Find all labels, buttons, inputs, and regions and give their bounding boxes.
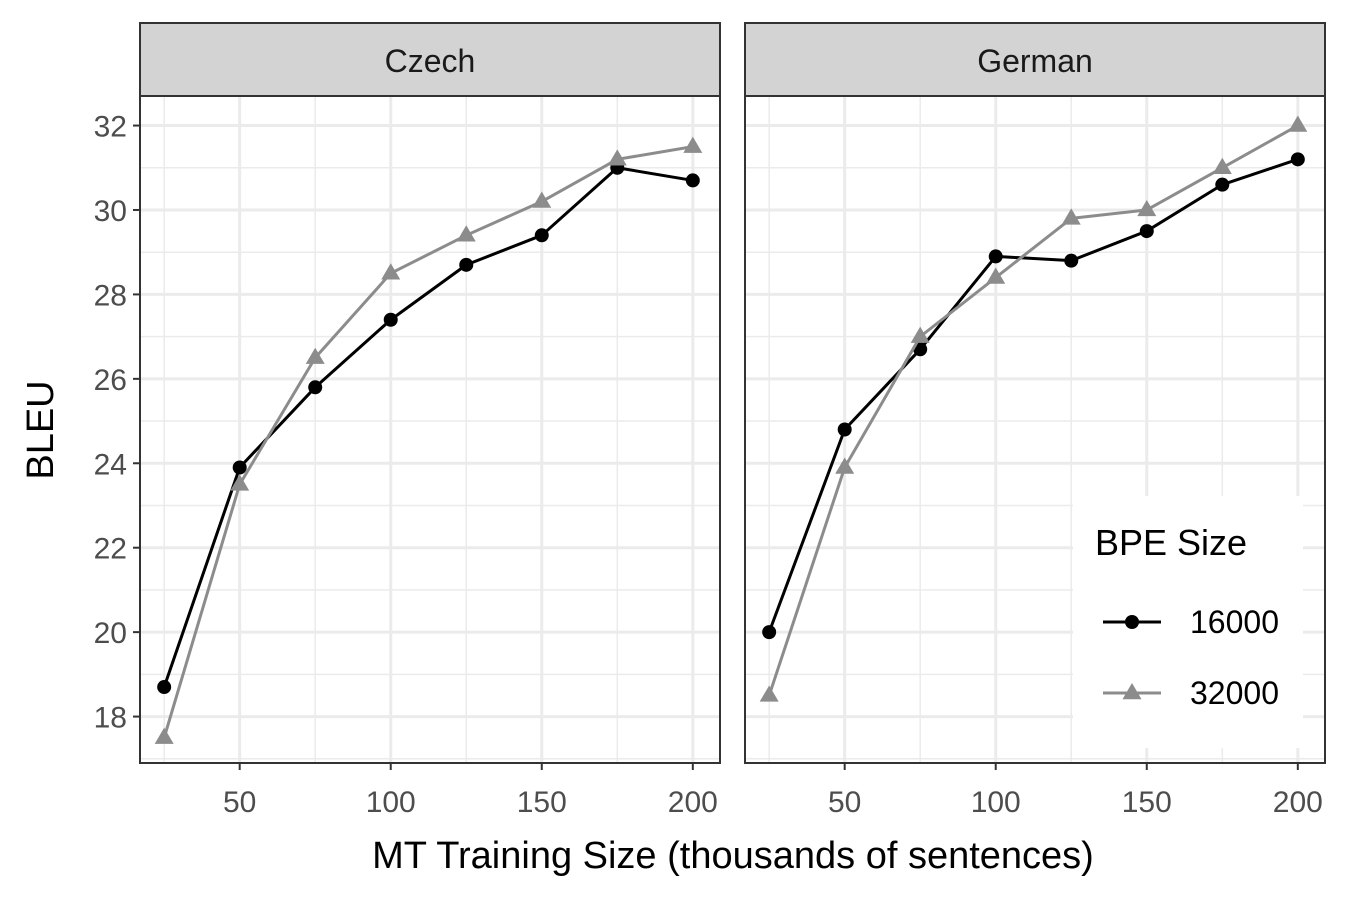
data-point-32000 — [1061, 208, 1081, 225]
x-tick-label: 150 — [1122, 786, 1172, 819]
x-tick-label: 100 — [366, 786, 416, 819]
data-point-32000 — [456, 225, 476, 242]
x-tick-label: 200 — [1273, 786, 1323, 819]
y-tick-label: 26 — [94, 364, 127, 397]
x-tick-label: 150 — [517, 786, 567, 819]
panel-border — [139, 95, 721, 764]
data-point-16000 — [459, 257, 474, 272]
data-point-16000 — [988, 249, 1003, 264]
legend: BPE Size 16000 32000 — [1073, 496, 1303, 748]
data-point-16000 — [308, 380, 323, 395]
facet-panel-czech: Czech 50 100 150 200 18 20 22 24 26 28 30 32 — [94, 22, 721, 819]
data-point-32000 — [381, 263, 401, 280]
data-point-16000 — [534, 228, 549, 243]
data-point-16000 — [685, 173, 700, 188]
legend-key-marker-16000 — [1125, 615, 1139, 629]
panel-border — [744, 95, 1326, 764]
data-point-32000 — [910, 326, 930, 343]
data-point-32000 — [759, 685, 779, 702]
data-point-32000 — [1137, 199, 1157, 217]
facet-strip — [744, 22, 1326, 97]
data-point-32000 — [532, 191, 552, 208]
data-point-16000 — [762, 625, 777, 640]
data-point-32000 — [607, 149, 627, 166]
data-point-32000 — [230, 474, 250, 491]
y-tick-label: 22 — [94, 533, 127, 566]
x-tick-label: 50 — [223, 786, 256, 819]
y-tick-label: 20 — [94, 617, 127, 650]
series-line-16000 — [162, 166, 694, 688]
series-line-32000 — [767, 124, 1299, 696]
y-tick-label: 30 — [94, 195, 127, 228]
y-tick-label: 32 — [94, 111, 127, 144]
y-axis-title: BLEU — [20, 380, 62, 479]
plot-background — [140, 96, 720, 763]
x-axis-title: MT Training Size (thousands of sentences… — [372, 835, 1094, 877]
data-point-16000 — [232, 460, 247, 475]
legend-items: 16000 32000 — [1103, 604, 1279, 711]
facet-strip-label: German — [977, 43, 1093, 79]
y-tick-label: 28 — [94, 279, 127, 312]
data-point-32000 — [154, 727, 174, 744]
data-point-32000 — [683, 136, 703, 153]
x-tick-label: 50 — [828, 786, 861, 819]
y-tick-label: 24 — [94, 448, 127, 481]
data-point-16000 — [837, 422, 852, 437]
legend-label-32000: 32000 — [1190, 675, 1279, 711]
data-point-16000 — [1139, 224, 1154, 239]
data-point-32000 — [305, 347, 325, 364]
data-point-16000 — [1215, 177, 1230, 192]
legend-key-marker-32000 — [1122, 683, 1142, 700]
data-point-32000 — [986, 267, 1006, 284]
facet-strip-label: Czech — [385, 43, 476, 79]
y-tick-label: 18 — [94, 702, 127, 735]
data-point-16000 — [1064, 253, 1079, 268]
x-tick-label: 200 — [668, 786, 718, 819]
data-point-32000 — [835, 457, 855, 474]
legend-title: BPE Size — [1095, 522, 1247, 563]
data-point-32000 — [1288, 115, 1308, 132]
data-point-16000 — [913, 342, 928, 357]
facet-strip — [139, 22, 721, 97]
data-point-16000 — [157, 680, 172, 695]
series-line-16000 — [767, 157, 1299, 633]
x-tick-label: 100 — [971, 786, 1021, 819]
series-line-32000 — [162, 145, 694, 739]
data-point-32000 — [1212, 157, 1232, 174]
legend-label-16000: 16000 — [1190, 604, 1279, 640]
data-point-16000 — [1290, 152, 1305, 167]
data-point-16000 — [383, 312, 398, 327]
